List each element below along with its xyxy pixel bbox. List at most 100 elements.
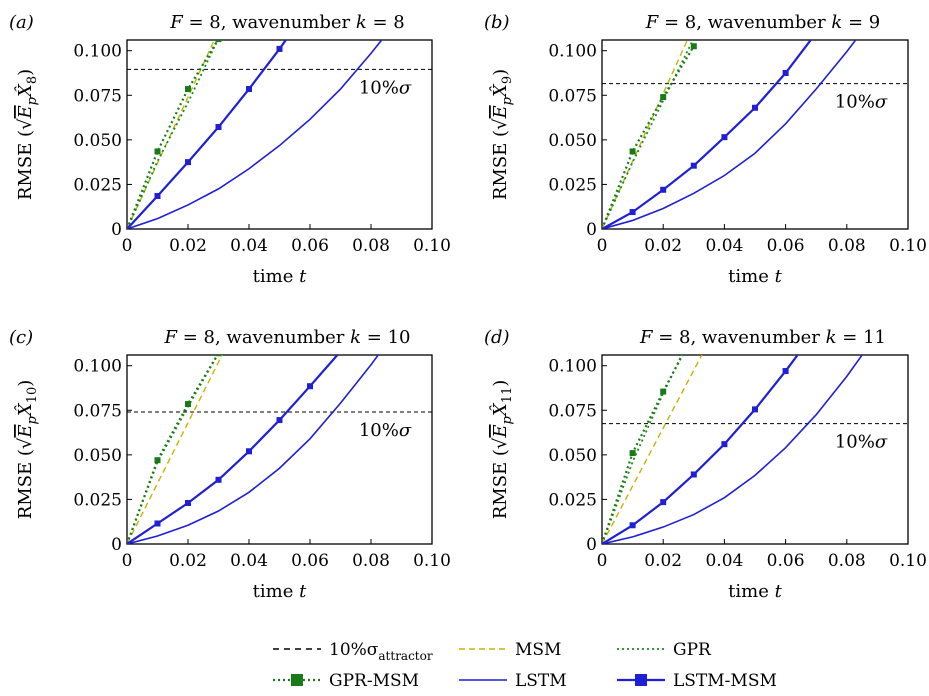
y-tick-label: 0.075 bbox=[73, 86, 122, 106]
series-line-msm bbox=[602, 40, 689, 229]
y-axis-label-name: RMSE bbox=[15, 462, 36, 519]
y-tick-label: 0 bbox=[111, 220, 122, 240]
y-tick-label: 0 bbox=[111, 535, 122, 555]
y-axis-label-name: RMSE bbox=[490, 462, 511, 519]
legend-marker-gprmsm bbox=[291, 674, 303, 686]
legend-label-ref: 10%σattractor bbox=[329, 640, 433, 663]
series-line-lstm bbox=[127, 355, 380, 544]
y-axis-label-name: RMSE bbox=[15, 143, 36, 200]
panel-title: F = 8, wavenumber k = 9 bbox=[645, 12, 881, 33]
series-line-gprmsm bbox=[602, 355, 684, 544]
y-axis-label-close: ) bbox=[490, 380, 511, 387]
data-point-lstmmsm bbox=[629, 522, 636, 529]
series-line-lstm bbox=[602, 40, 857, 229]
x-tick-label: 0.08 bbox=[828, 551, 866, 571]
y-tick-label: 0.050 bbox=[73, 446, 122, 466]
y-tick-label: 0.025 bbox=[548, 175, 597, 195]
series-line-gprmsm bbox=[127, 40, 220, 229]
axes-frame bbox=[601, 39, 909, 230]
legend-label-text: 10%σ bbox=[329, 640, 379, 660]
x-tick-label: 0.06 bbox=[767, 551, 805, 571]
legend-label-lstm: LSTM bbox=[515, 671, 567, 691]
y-tick-label: 0.075 bbox=[548, 86, 597, 106]
y-tick-label: 0.100 bbox=[548, 357, 597, 377]
data-point-gprmsm bbox=[185, 86, 191, 93]
legend-label-text: GPR-MSM bbox=[329, 671, 419, 691]
series-line-lstmmsm bbox=[602, 355, 799, 544]
y-axis-label-expect: E bbox=[490, 424, 511, 438]
data-point-lstmmsm bbox=[690, 162, 697, 169]
series-line-lstm bbox=[127, 40, 383, 229]
data-point-lstmmsm bbox=[307, 3, 313, 9]
panel-letter: (b) bbox=[484, 12, 510, 33]
y-tick-label: 0.075 bbox=[73, 401, 122, 421]
y-axis-label: RMSE (√EpX̂11) bbox=[489, 380, 515, 520]
legend-item-ref: 10%σattractor bbox=[273, 640, 433, 663]
y-axis-label-sub-k: 10 bbox=[25, 387, 40, 404]
data-point-lstmmsm bbox=[246, 448, 252, 455]
data-point-lstmmsm bbox=[246, 86, 252, 93]
data-point-gprmsm bbox=[154, 457, 161, 464]
data-point-lstmmsm bbox=[660, 186, 667, 193]
data-point-lstmmsm bbox=[215, 476, 222, 483]
y-axis-label: RMSE (√EpX̂9) bbox=[489, 69, 515, 200]
data-point-lstmmsm bbox=[368, 309, 374, 315]
y-tick-label: 0.100 bbox=[548, 42, 597, 62]
x-tick-label: 0.02 bbox=[644, 551, 682, 571]
reference-annotation: 10%σ bbox=[359, 77, 412, 98]
legend-label-text: MSM bbox=[515, 640, 561, 660]
x-axis-label: time t bbox=[253, 266, 307, 287]
data-point-gprmsm bbox=[660, 94, 667, 101]
x-tick-label: 0.04 bbox=[705, 236, 743, 256]
reference-annotation: 10%σ bbox=[359, 420, 412, 441]
legend-label-lstmmsm: LSTM-MSM bbox=[673, 671, 777, 691]
y-axis-label-sub-p: p bbox=[25, 96, 40, 105]
legend-marker-lstmmsm bbox=[635, 674, 647, 686]
y-axis-label-formula: (√ bbox=[15, 118, 36, 143]
x-tick-label: 0.06 bbox=[291, 551, 329, 571]
series-line-msm bbox=[127, 355, 223, 544]
series-line-gprmsm bbox=[602, 45, 695, 229]
x-tick-label: 0.10 bbox=[889, 236, 927, 256]
panel-letter: (d) bbox=[484, 327, 510, 348]
y-axis-label-close: ) bbox=[15, 380, 36, 387]
data-point-gprmsm bbox=[690, 43, 697, 50]
y-axis-label-sub-p: p bbox=[500, 415, 515, 424]
y-axis-label-close: ) bbox=[490, 69, 511, 76]
y-axis-label: RMSE (√EpX̂8) bbox=[14, 69, 40, 200]
x-tick-label: 0.04 bbox=[705, 551, 743, 571]
data-point-lstmmsm bbox=[215, 124, 222, 131]
legend-item-gprmsm: GPR-MSM bbox=[273, 671, 419, 691]
y-tick-label: 0.100 bbox=[73, 357, 122, 377]
y-axis-label-expect: E bbox=[15, 424, 36, 438]
y-axis-label-close: ) bbox=[15, 69, 36, 76]
legend-item-lstm: LSTM bbox=[459, 671, 567, 691]
series-line-msm bbox=[602, 355, 703, 544]
x-tick-label: 0.02 bbox=[169, 551, 207, 571]
series-line-msm bbox=[127, 40, 216, 229]
y-tick-label: 0.025 bbox=[73, 490, 122, 510]
y-axis-label-var: X̂ bbox=[14, 83, 36, 99]
y-axis-label-formula: (√ bbox=[15, 437, 36, 462]
legend-item-lstmmsm: LSTM-MSM bbox=[617, 671, 777, 691]
legend: 10%σattractor MSM GPR GPR-MSM LSTM LSTM-MSM bbox=[273, 640, 777, 691]
y-axis-label-sub-k: 11 bbox=[500, 387, 515, 404]
data-point-lstmmsm bbox=[752, 406, 758, 413]
x-axis-label: time t bbox=[253, 581, 307, 602]
chart-panel-2: 0 0.02 0.04 0.06 0.08 0.1000.0250.0500.0750.1… bbox=[484, 12, 927, 287]
x-tick-label: 0 bbox=[122, 236, 133, 256]
chart-panel-4: 0 0.02 0.04 0.06 0.08 0.1000.0250.0500.0750.1… bbox=[484, 327, 927, 602]
plot-area bbox=[602, 355, 908, 544]
data-point-lstmmsm bbox=[307, 383, 313, 390]
axes-frame bbox=[126, 354, 433, 545]
data-point-lstmmsm bbox=[660, 499, 667, 506]
data-point-lstmmsm bbox=[276, 417, 283, 424]
x-tick-label: 0.02 bbox=[169, 236, 207, 256]
data-point-lstmmsm bbox=[782, 69, 789, 76]
y-axis-label-var: X̂ bbox=[489, 402, 511, 418]
x-axis-label: time t bbox=[728, 581, 782, 602]
y-axis-label: RMSE (√EpX̂10) bbox=[14, 380, 40, 520]
panel-letter: (a) bbox=[9, 12, 34, 33]
data-point-gprmsm bbox=[154, 148, 161, 155]
